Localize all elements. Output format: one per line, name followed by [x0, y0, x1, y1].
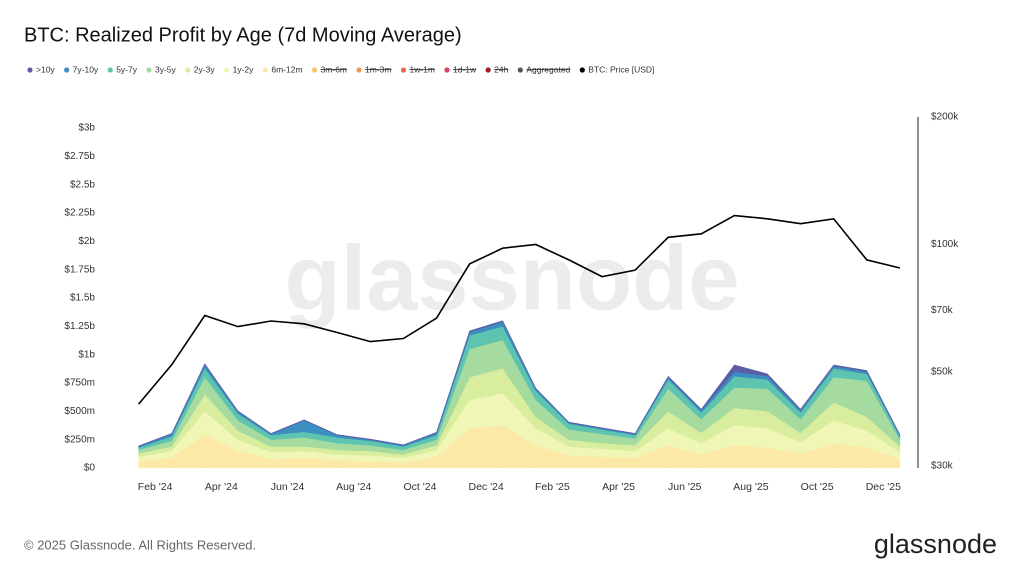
legend-marker: [27, 67, 33, 73]
legend-marker: [223, 67, 230, 73]
legend-marker: [356, 67, 362, 73]
legend-label: 24h: [494, 64, 508, 74]
y-tick-label: $2b: [78, 236, 95, 247]
y-tick-label: $3b: [78, 123, 95, 134]
legend-marker: [107, 67, 113, 73]
legend-label: 2y-3y: [194, 64, 216, 74]
y-tick-label: $750m: [64, 378, 95, 389]
logo: glassnode: [874, 529, 997, 559]
x-tick-label: Dec '24: [469, 481, 504, 493]
y-tick-label: $2.25b: [64, 208, 95, 219]
legend-marker: [485, 67, 491, 73]
legend-marker: [579, 67, 585, 73]
y-tick-label: $1.75b: [64, 264, 95, 275]
area: [138, 320, 901, 447]
x-tick-label: Feb '25: [535, 481, 570, 493]
legend-marker: [262, 67, 268, 73]
x-tick-label: Jun '24: [271, 481, 305, 493]
x-tick-label: Dec '25: [866, 481, 901, 493]
legend-label: 1w-1m: [409, 64, 435, 74]
legend-marker: [146, 67, 152, 73]
legend-label: >10y: [36, 64, 55, 74]
plot-area: [137, 214, 901, 469]
legend-marker: [517, 67, 523, 73]
x-tick-label: Aug '25: [733, 481, 768, 493]
x-tick-label: Oct '25: [801, 481, 834, 493]
y2-tick-label: $70k: [931, 305, 954, 316]
footer: © 2025 Glassnode. All Rights Reserved.: [24, 537, 256, 552]
y-tick-label: $1.25b: [64, 321, 95, 332]
legend-label: 1d-1w: [453, 64, 477, 74]
legend-label: 7y-10y: [73, 64, 99, 74]
y2-tick-label: $100k: [931, 239, 959, 250]
legend-label: 3m-6m: [321, 64, 347, 74]
x-tick-label: Feb '24: [138, 481, 173, 493]
legend-marker: [400, 67, 407, 73]
y-tick-label: $500m: [64, 406, 95, 417]
y2-tick-label: $30k: [931, 461, 954, 472]
y-tick-label: $2.5b: [70, 179, 95, 190]
legend-label: 3y-5y: [155, 64, 177, 74]
y-tick-label: $250m: [64, 434, 95, 445]
y2-tick-label: $200k: [931, 112, 959, 123]
watermark: glassnode: [284, 227, 739, 329]
legend-label: 1m-3m: [365, 64, 391, 74]
y-tick-label: $2.75b: [64, 151, 95, 162]
x-tick-label: Oct '24: [403, 481, 436, 493]
legend-marker: [185, 67, 191, 73]
legend-label: 6m-12m: [271, 64, 302, 74]
legend-label: BTC: Price [USD]: [588, 64, 654, 74]
legend-marker: [444, 67, 450, 73]
x-tick-label: Jun '25: [668, 481, 702, 493]
x-tick-label: Aug '24: [336, 481, 371, 493]
price-line: [137, 214, 901, 405]
x-tick-label: Apr '25: [602, 481, 635, 493]
y-tick-label: $1b: [78, 349, 95, 360]
chart-title: BTC: Realized Profit by Age (7d Moving A…: [24, 24, 462, 46]
x-tick-label: Apr '24: [205, 481, 238, 493]
y2-tick-label: $50k: [931, 367, 954, 378]
y-tick-label: $0: [84, 463, 96, 474]
legend-label: Aggregated: [526, 64, 570, 74]
legend-label: 1y-2y: [233, 64, 255, 74]
y-tick-label: $1.5b: [70, 293, 95, 304]
legend-marker: [64, 67, 70, 73]
legend-label: 5y-7y: [116, 64, 138, 74]
legend-marker: [311, 67, 318, 73]
